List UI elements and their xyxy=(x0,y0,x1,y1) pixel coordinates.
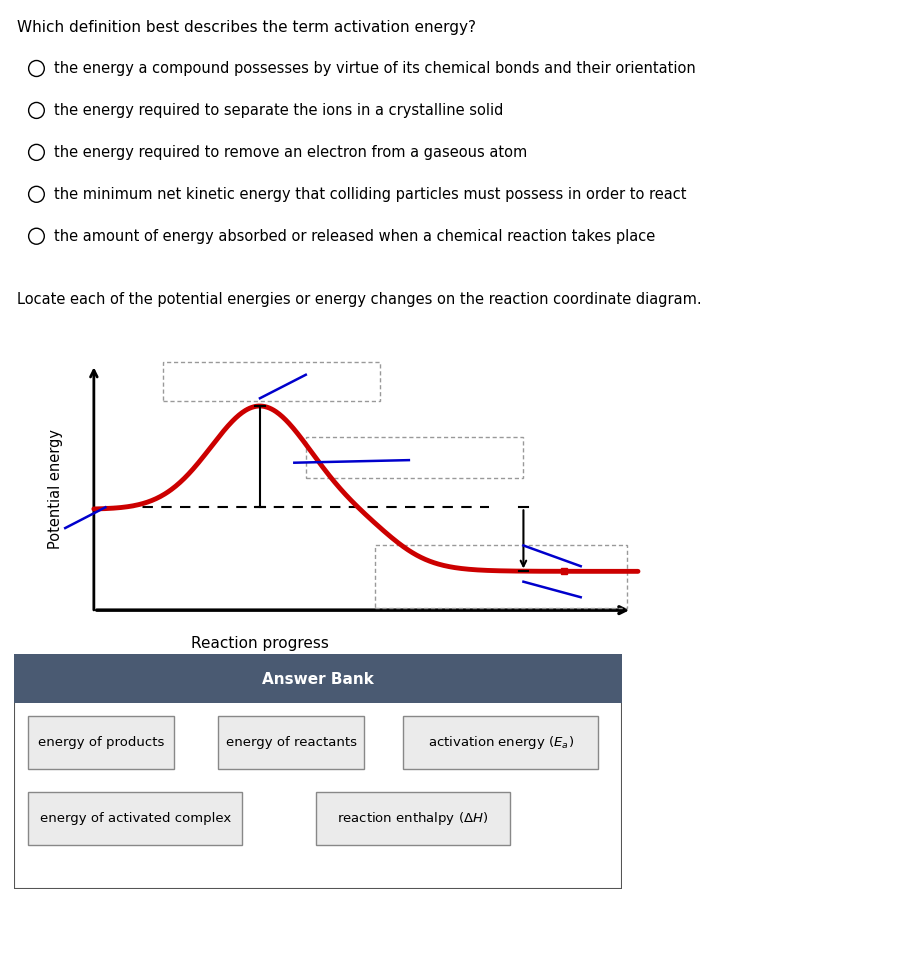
Text: the energy required to separate the ions in a crystalline solid: the energy required to separate the ions… xyxy=(54,103,503,118)
Text: Which definition best describes the term activation energy?: Which definition best describes the term… xyxy=(17,19,476,34)
Bar xyxy=(14,654,622,703)
Bar xyxy=(403,716,598,768)
Text: reaction enthalpy ($\Delta H$): reaction enthalpy ($\Delta H$) xyxy=(337,810,489,827)
Bar xyxy=(28,716,174,768)
Text: Answer Bank: Answer Bank xyxy=(262,672,373,687)
Bar xyxy=(218,716,364,768)
Text: energy of products: energy of products xyxy=(38,736,164,749)
Text: energy of reactants: energy of reactants xyxy=(226,736,356,749)
Bar xyxy=(82,623,398,654)
Text: Locate each of the potential energies or energy changes on the reaction coordina: Locate each of the potential energies or… xyxy=(17,292,702,308)
Text: the energy a compound possesses by virtue of its chemical bonds and their orient: the energy a compound possesses by virtu… xyxy=(54,61,695,76)
Bar xyxy=(316,792,511,845)
Text: the energy required to remove an electron from a gaseous atom: the energy required to remove an electro… xyxy=(54,145,528,160)
Bar xyxy=(374,545,627,607)
Text: energy of activated complex: energy of activated complex xyxy=(40,812,231,825)
Bar xyxy=(162,362,381,400)
Text: Reaction progress: Reaction progress xyxy=(191,636,329,651)
Text: the amount of energy absorbed or released when a chemical reaction takes place: the amount of energy absorbed or release… xyxy=(54,229,656,243)
Text: Potential energy: Potential energy xyxy=(48,428,63,549)
Bar xyxy=(306,437,523,478)
Bar xyxy=(28,792,243,845)
Text: activation energy ($E_a$): activation energy ($E_a$) xyxy=(428,734,574,751)
Text: the minimum net kinetic energy that colliding particles must possess in order to: the minimum net kinetic energy that coll… xyxy=(54,187,686,202)
